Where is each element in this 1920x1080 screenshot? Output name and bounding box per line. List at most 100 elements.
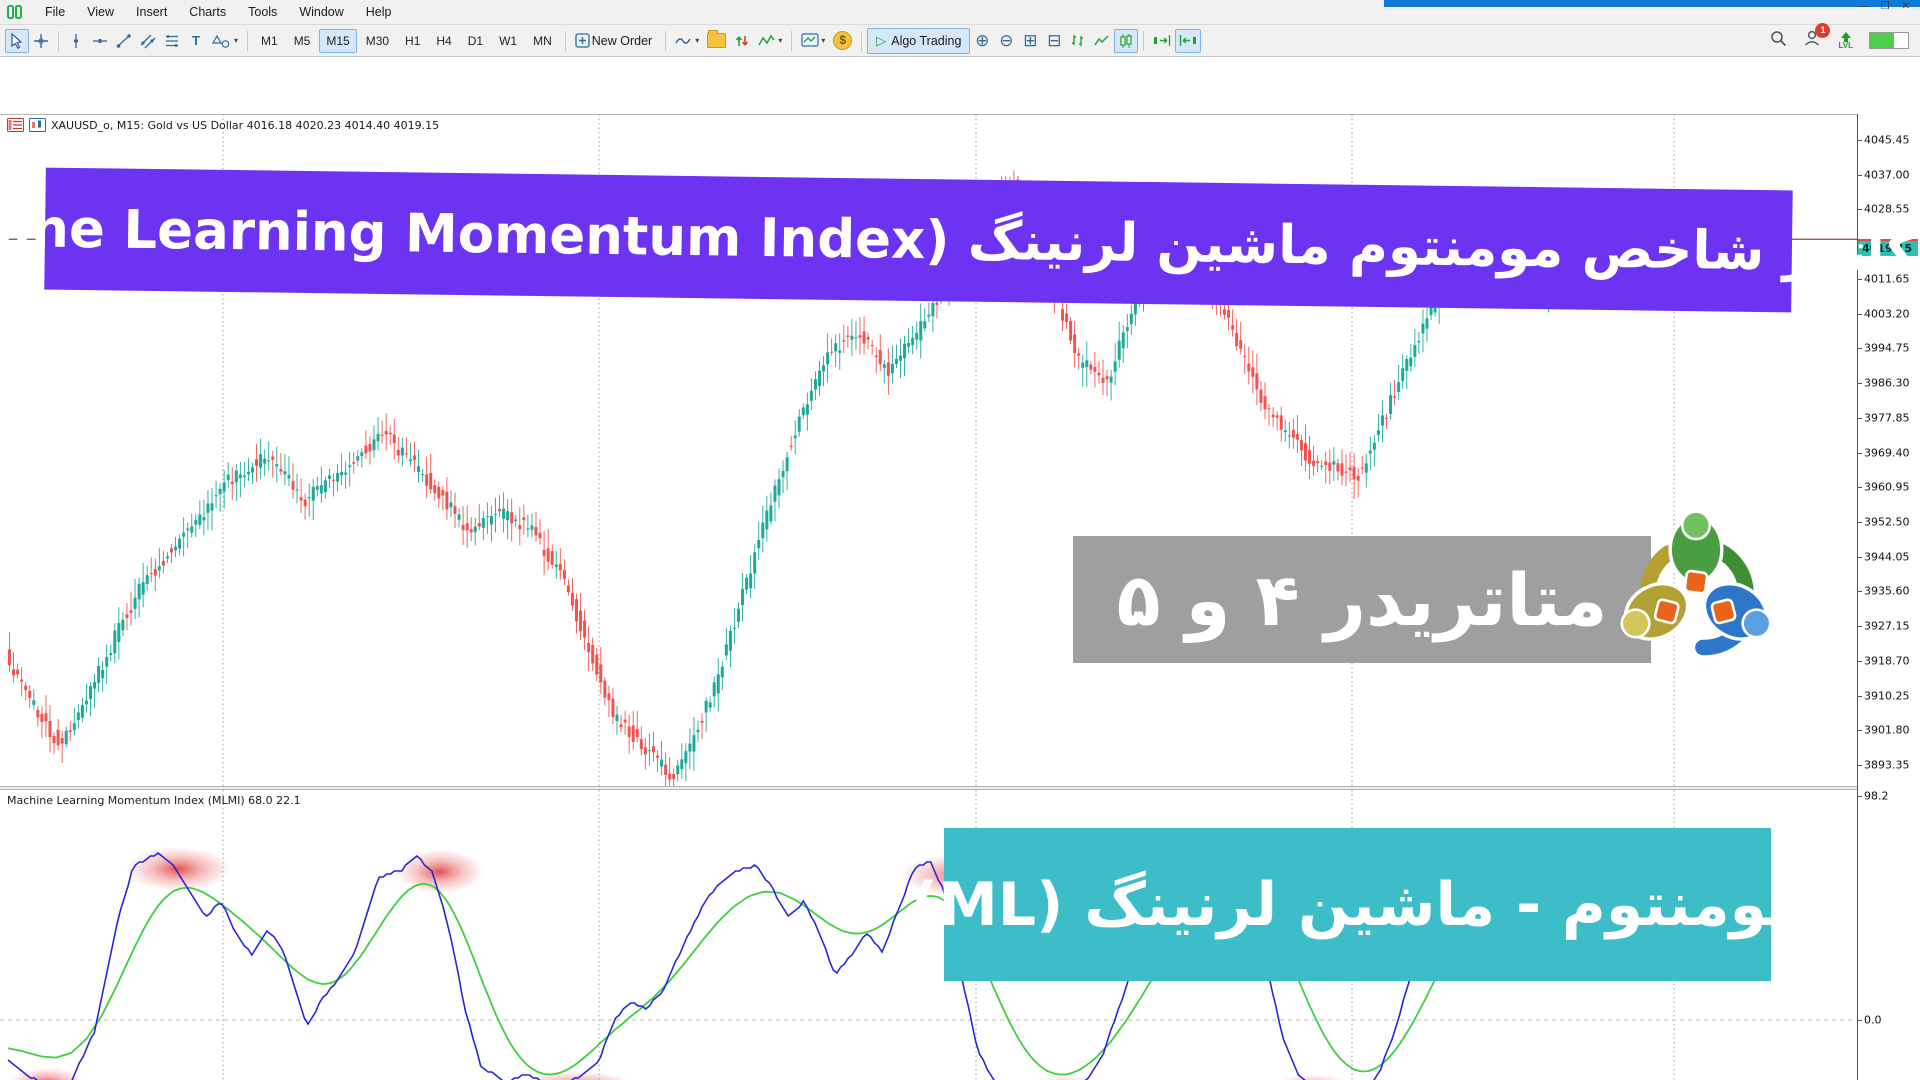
axis-tick xyxy=(1858,695,1862,697)
axis-tick xyxy=(1858,313,1862,315)
objects-list-button[interactable]: ▾ xyxy=(671,29,703,53)
menu-item-help[interactable]: Help xyxy=(365,5,392,19)
toolbar-right-cluster: 1 LVL xyxy=(1770,23,1915,52)
chart-template-button[interactable]: ▾ xyxy=(797,29,829,53)
metatrader-45-banner: متاتریدر ۴ و ۵ xyxy=(1073,536,1651,663)
price-axis-label: 3901.80 xyxy=(1864,723,1910,737)
cursor-tool-button[interactable] xyxy=(5,28,29,53)
toolbar: T ▾ M1 M5 M15 M30 H1 H4 D1 W1 MN New Order ▾ ▾ ▾ xyxy=(0,23,1920,57)
timeframe-m30[interactable]: M30 xyxy=(365,33,390,48)
price-axis-label: 3927.15 xyxy=(1864,619,1910,633)
candlestick-mode-button[interactable] xyxy=(1114,28,1139,53)
search-icon[interactable] xyxy=(1770,30,1787,52)
timeframe-h1[interactable]: H1 xyxy=(405,33,421,48)
price-axis-label: 3969.40 xyxy=(1864,446,1910,460)
axis-tick xyxy=(1858,765,1862,767)
timeframe-buttons: M1 M5 M15 M30 H1 H4 D1 W1 MN xyxy=(253,28,560,53)
connection-status-fill xyxy=(1870,33,1894,48)
axis-tick xyxy=(1858,140,1862,141)
menu-items: File View Insert Charts Tools Window Help xyxy=(34,3,403,21)
title-bar-strip xyxy=(1384,0,1920,7)
timeframe-w1[interactable]: W1 xyxy=(499,33,518,48)
play-icon: ▷ xyxy=(876,32,887,48)
indicator-axis-label: 98.2 xyxy=(1864,789,1889,803)
vertical-line-tool-button[interactable] xyxy=(64,29,88,53)
data-window-button[interactable]: ⊟ xyxy=(1047,30,1062,50)
close-button[interactable]: ✕ xyxy=(1901,1,1910,12)
price-axis-label: 4028.55 xyxy=(1864,202,1910,216)
toolbar-separator xyxy=(58,30,59,51)
indicator-axis-label: 0.0 xyxy=(1864,1013,1882,1027)
line-chart-mode-button[interactable] xyxy=(1090,29,1114,53)
menu-item-window[interactable]: Window xyxy=(299,5,344,19)
purple-title-banner: اندیکاتور شاخص مومنتوم ماشین لرنینگ (Mac… xyxy=(0,167,1920,313)
shapes-tool-button[interactable]: ▾ xyxy=(208,29,242,53)
fibonacci-tool-button[interactable] xyxy=(160,29,184,53)
timeframe-mn[interactable]: MN xyxy=(533,33,552,48)
new-order-button[interactable]: New Order xyxy=(571,29,660,53)
restore-button[interactable]: ❐ xyxy=(1880,1,1890,12)
momentum-ml-banner: مومنتوم - ماشین لرنینگ (ML) xyxy=(911,828,1804,981)
menu-item-charts[interactable]: Charts xyxy=(189,5,227,19)
mini-chart-icon[interactable] xyxy=(29,118,46,132)
axis-tick xyxy=(1858,174,1862,176)
symbol-info-bar: XAUUSD_o, M15: Gold vs US Dollar 4016.18… xyxy=(7,118,439,132)
axis-tick xyxy=(1858,452,1862,454)
pane-separator[interactable] xyxy=(0,786,1857,790)
toolbar-separator xyxy=(861,30,863,51)
indicators-button[interactable]: ▾ xyxy=(754,29,786,53)
algo-trading-button[interactable]: ▷ Algo Trading xyxy=(867,27,971,54)
price-axis-label: 3918.70 xyxy=(1864,654,1910,668)
menu-item-file[interactable]: File xyxy=(45,5,66,19)
symbol-list-icon[interactable] xyxy=(7,118,24,132)
price-axis-label: 3893.35 xyxy=(1864,758,1910,772)
tile-windows-button[interactable]: ⊞ xyxy=(1023,30,1038,50)
axis-tick xyxy=(1858,730,1862,732)
axis-tick xyxy=(1858,348,1862,350)
window-controls: — ❐ ✕ xyxy=(1859,1,1910,13)
price-axis-label: 3935.60 xyxy=(1864,584,1910,598)
bar-chart-mode-button[interactable] xyxy=(1066,29,1090,53)
depth-of-market-button[interactable] xyxy=(730,29,754,53)
toolbar-separator xyxy=(791,30,793,51)
folder-icon xyxy=(707,30,727,48)
notification-badge: 1 xyxy=(1815,23,1831,38)
minimize-button[interactable]: — xyxy=(1858,1,1869,12)
auto-scroll-button[interactable] xyxy=(1175,28,1202,53)
chevron-down-icon: ▾ xyxy=(234,36,239,45)
crosshair-tool-button[interactable] xyxy=(29,29,53,53)
community-button[interactable]: 1 xyxy=(1803,23,1831,52)
timeframe-h4[interactable]: H4 xyxy=(436,33,452,48)
axis-tick xyxy=(1858,278,1862,280)
timeframe-m15[interactable]: M15 xyxy=(319,28,357,53)
indicator-name-label: Machine Learning Momentum Index (MLMI) 6… xyxy=(7,794,301,807)
chevron-down-icon: ▾ xyxy=(695,36,700,45)
toolbar-separator xyxy=(1143,30,1145,51)
menu-item-insert[interactable]: Insert xyxy=(136,5,168,19)
channel-tool-button[interactable] xyxy=(136,29,160,53)
timeframe-m1[interactable]: M1 xyxy=(261,33,278,48)
price-axis[interactable]: 4045.45 4037.00 4028.55 4011.65 4003.20 3994.… xyxy=(1857,114,1920,1080)
trendline-tool-button[interactable] xyxy=(112,29,136,53)
zoom-in-button[interactable]: ⊕ xyxy=(975,30,990,50)
axis-tick xyxy=(1858,417,1862,419)
profiles-button[interactable] xyxy=(703,29,730,53)
price-axis-label: 3994.75 xyxy=(1864,341,1910,355)
price-axis-label: 4011.65 xyxy=(1864,272,1910,286)
chart-shift-button[interactable] xyxy=(1149,29,1175,53)
quotes-button[interactable]: $ xyxy=(829,29,856,53)
menu-item-tools[interactable]: Tools xyxy=(248,5,278,19)
axis-tick xyxy=(1858,591,1862,593)
zoom-out-button[interactable]: ⊖ xyxy=(999,30,1014,50)
symbol-ohlc-text: XAUUSD_o, M15: Gold vs US Dollar 4016.18… xyxy=(51,118,440,132)
lvl-indicator[interactable]: LVL xyxy=(1838,31,1853,50)
axis-tick xyxy=(1858,522,1862,524)
price-axis-label: 4003.20 xyxy=(1864,307,1910,321)
timeframe-m5[interactable]: M5 xyxy=(293,33,311,48)
toolbar-separator xyxy=(247,30,249,51)
menu-item-view[interactable]: View xyxy=(87,5,115,19)
metatrader-app-icon xyxy=(6,4,26,20)
text-tool-button[interactable]: T xyxy=(192,33,200,48)
timeframe-d1[interactable]: D1 xyxy=(467,33,484,48)
horizontal-line-tool-button[interactable] xyxy=(88,29,112,53)
